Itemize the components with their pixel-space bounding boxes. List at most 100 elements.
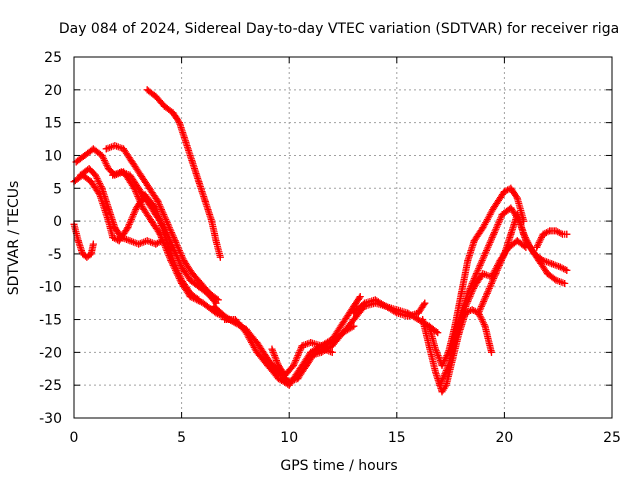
x-tick-label: 10 — [280, 430, 298, 446]
y-tick-label: 25 — [44, 50, 62, 66]
data-point — [479, 270, 487, 278]
data-point — [434, 329, 442, 337]
data-point — [475, 309, 483, 317]
data-point — [143, 86, 151, 94]
data-point — [371, 296, 379, 304]
series-track-18 — [533, 227, 571, 251]
data-point — [169, 243, 177, 251]
data-point — [160, 224, 168, 232]
data-point — [124, 224, 132, 232]
data-point — [83, 253, 91, 261]
data-point — [135, 184, 143, 192]
data-point — [92, 171, 100, 179]
data-point — [543, 270, 551, 278]
data-point — [89, 145, 97, 153]
x-tick-label: 0 — [70, 430, 79, 446]
data-point — [296, 365, 304, 373]
data-point — [167, 256, 175, 264]
data-point — [481, 250, 489, 258]
data-point — [490, 204, 498, 212]
data-point — [169, 109, 177, 117]
data-point — [421, 299, 429, 307]
data-point — [281, 371, 289, 379]
data-point — [231, 316, 239, 324]
y-tick-label: -5 — [48, 247, 62, 263]
data-point — [135, 240, 143, 248]
data-point — [81, 151, 89, 159]
data-point — [74, 237, 82, 245]
data-point — [104, 165, 112, 173]
data-point — [350, 322, 358, 330]
data-point — [507, 184, 515, 192]
data-point — [419, 316, 427, 324]
data-point — [328, 348, 336, 356]
data-point — [444, 361, 452, 369]
data-point — [268, 345, 276, 353]
data-point — [339, 319, 347, 327]
data-point — [188, 158, 196, 166]
data-point — [201, 197, 209, 205]
series-track-12 — [350, 296, 429, 320]
data-point — [481, 322, 489, 330]
data-point — [285, 381, 293, 389]
data-point — [87, 178, 95, 186]
data-point — [328, 342, 336, 350]
data-point — [350, 302, 358, 310]
data-point — [119, 145, 127, 153]
data-point — [175, 119, 183, 127]
data-point — [487, 273, 495, 281]
data-point — [143, 197, 151, 205]
data-point — [152, 240, 160, 248]
data-point — [496, 256, 504, 264]
data-point — [468, 306, 476, 314]
x-axis-label: GPS time / hours — [280, 458, 397, 474]
series-track-7 — [143, 86, 224, 261]
y-tick-label: 20 — [44, 83, 62, 99]
data-point — [104, 204, 112, 212]
data-point — [356, 293, 364, 301]
chart-title: Day 084 of 2024, Sidereal Day-to-day VTE… — [59, 21, 619, 37]
data-point — [79, 250, 87, 258]
data-point — [513, 237, 521, 245]
data-point — [117, 168, 125, 176]
data-point — [462, 302, 470, 310]
data-point — [317, 348, 325, 356]
data-point — [109, 234, 117, 241]
data-point — [513, 194, 521, 202]
data-point — [546, 227, 554, 235]
data-point — [552, 276, 560, 284]
series-track-1 — [70, 220, 97, 261]
data-point — [195, 178, 203, 186]
data-point — [111, 224, 119, 232]
x-tick-label: 25 — [603, 430, 621, 446]
data-point — [487, 348, 495, 356]
y-tick-label: 0 — [53, 214, 62, 230]
y-axis-label: SDTVAR / TECUs — [6, 181, 22, 296]
data-point — [535, 256, 543, 264]
data-point — [548, 260, 556, 268]
y-tick-label: -10 — [39, 280, 62, 296]
x-tick-label: 5 — [177, 430, 186, 446]
data-point — [533, 243, 541, 251]
data-point — [242, 329, 250, 337]
data-point — [188, 270, 196, 278]
data-point — [382, 302, 390, 310]
data-point — [126, 237, 134, 245]
data-point — [128, 158, 136, 166]
data-point — [147, 217, 155, 225]
data-point — [317, 342, 325, 350]
data-point — [89, 240, 97, 248]
data-point — [563, 230, 571, 238]
data-point — [139, 204, 147, 212]
data-point — [212, 237, 220, 245]
data-point — [199, 299, 207, 307]
data-point — [438, 361, 446, 369]
data-point — [498, 211, 506, 219]
data-point — [186, 293, 194, 301]
data-point — [505, 243, 513, 251]
data-point — [98, 184, 106, 192]
data-point — [221, 316, 229, 324]
series-track-6 — [109, 168, 220, 307]
